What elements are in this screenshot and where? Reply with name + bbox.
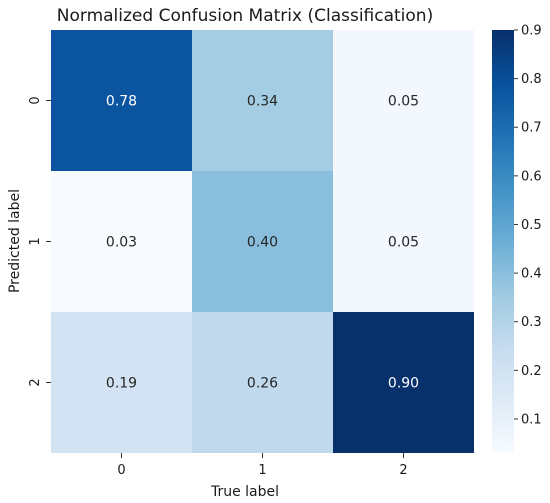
y-tick-label: 2 — [28, 378, 43, 386]
cell-value-label: 0.90 — [388, 376, 419, 392]
x-axis: 0 1 2 — [117, 453, 408, 478]
colorbar — [492, 30, 514, 453]
cell-value-label: 0.26 — [247, 376, 278, 392]
cell-value-label: 0.05 — [388, 235, 419, 251]
cell-value-label: 0.19 — [106, 376, 137, 392]
heatmap-cell — [333, 171, 474, 312]
colorbar-tick-label: 0.6 — [521, 169, 542, 184]
y-axis-label: Predicted label — [7, 189, 23, 293]
colorbar-tick-label: 0.7 — [521, 121, 542, 136]
heatmap-cell — [51, 312, 192, 453]
y-tick-label: 0 — [28, 96, 43, 104]
heatmap-cell — [51, 171, 192, 312]
heatmap-cell — [51, 30, 192, 171]
colorbar-tick-label: 0.3 — [521, 315, 542, 330]
cell-value-label: 0.34 — [247, 94, 278, 110]
x-tick-label: 0 — [117, 463, 125, 478]
heatmap-cell — [333, 30, 474, 171]
chart-title: Normalized Confusion Matrix (Classificat… — [57, 6, 433, 26]
x-tick-label: 1 — [258, 463, 266, 478]
colorbar-tick-label: 0.8 — [521, 72, 542, 87]
heatmap-cell — [192, 30, 333, 171]
colorbar-axis: 0.1 0.2 0.3 0.4 0.5 0.6 0.7 0.8 0.9 — [514, 24, 542, 427]
colorbar-tick-label: 0.5 — [521, 218, 542, 233]
colorbar-tick-label: 0.4 — [521, 267, 542, 282]
heatmap-cell — [192, 171, 333, 312]
y-axis: 0 1 2 — [28, 96, 51, 387]
cell-value-label: 0.03 — [106, 235, 137, 251]
colorbar-tick-label: 0.1 — [521, 412, 542, 427]
cell-value-label: 0.05 — [388, 94, 419, 110]
x-axis-label: True label — [210, 484, 279, 500]
heatmap-cell — [333, 312, 474, 453]
x-tick-label: 2 — [399, 463, 407, 478]
heatmap-cells: 0.78 0.34 0.05 0.03 0.40 0.05 0.19 0.26 0.90 — [51, 30, 474, 453]
cell-value-label: 0.40 — [247, 235, 278, 251]
colorbar-tick-label: 0.9 — [521, 24, 542, 39]
heatmap-cell — [192, 312, 333, 453]
cell-value-label: 0.78 — [106, 94, 137, 110]
colorbar-tick-label: 0.2 — [521, 364, 542, 379]
y-tick-label: 1 — [28, 237, 43, 245]
